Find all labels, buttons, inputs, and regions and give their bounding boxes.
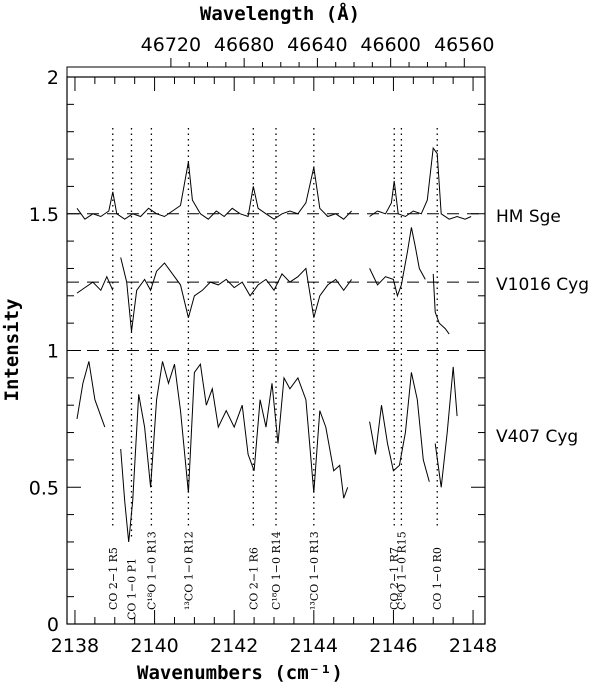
y-tick-label: 2 [47, 67, 59, 89]
y-tick-label: 1 [47, 341, 59, 363]
series-label: HM Sge [496, 207, 561, 227]
top-axis-title: Wavelength (Å) [200, 1, 360, 25]
line-marker-label: CO 2−1 R5 [107, 547, 120, 610]
line-marker-label: CO 1−0 R0 [431, 547, 444, 610]
x-tick-label: 2140 [130, 635, 178, 657]
axis-ticks [67, 58, 485, 625]
y-tick-label: 0.5 [29, 477, 59, 499]
y-tick-label: 1.5 [29, 204, 59, 226]
line-marker-label: CO 2−1 R6 [247, 547, 260, 610]
line-marker-label: ¹³CO 1−0 R12 [182, 531, 195, 610]
spectrum-line [76, 161, 352, 220]
spectrum-line [76, 275, 114, 294]
x-tick-label: 2146 [369, 635, 417, 657]
top-tick-label: 46720 [141, 34, 201, 56]
spectrum-line [120, 257, 353, 332]
x-axis-title: Wavenumbers (cm⁻¹) [137, 662, 343, 684]
spectrum-line [120, 361, 349, 543]
series-hm-sge [76, 146, 472, 220]
line-marker-label: ¹³CO 1−0 R13 [308, 531, 321, 610]
series-label: V1016 Cyg [496, 275, 589, 295]
line-marker-label: C¹⁸O 1−0 R14 [270, 531, 283, 610]
x-tick-label: 2148 [449, 635, 497, 657]
line-marker-label: CO 1−0 P1 [125, 558, 138, 620]
top-tick-label: 46560 [434, 34, 494, 56]
top-tick-label: 46600 [360, 34, 420, 56]
series-v1016-cyg [76, 227, 450, 335]
line-marker-label: C¹⁸O 1−0 R15 [395, 531, 408, 610]
x-tick-label: 2138 [51, 635, 99, 657]
spectrum-line [432, 273, 450, 335]
line-marker-label: CO 2−1 R7 [388, 547, 401, 610]
line-marker-label: C¹⁸O 1−0 R13 [145, 531, 158, 610]
top-tick-label: 46680 [214, 34, 274, 56]
top-axis-bar [66, 66, 486, 78]
series-label: V407 Cyg [496, 427, 578, 447]
spectra: HM Sge V1016 Cyg V407 Cyg [76, 146, 589, 543]
spectrum-line [76, 361, 106, 428]
spectrum-line [369, 372, 430, 482]
x-tick-label: 2142 [210, 635, 258, 657]
line-markers: CO 2−1 R5 CO 1−0 P1 C¹⁸O 1−0 R13 ¹³CO 1−0 R… [107, 128, 444, 620]
spectrum-line [369, 227, 426, 298]
y-tick-label: 0 [47, 614, 59, 636]
series-v407-cyg [76, 361, 458, 543]
spectrum-line [369, 146, 472, 220]
x-tick-label: 2144 [290, 635, 338, 657]
tick-labels: 2138 2140 2142 2144 2146 2148 0 0.5 1 1.5 2 46720 46… [29, 34, 497, 657]
spectrum-line [434, 366, 458, 488]
y-axis-title: Intensity [1, 299, 23, 402]
top-tick-label: 46640 [287, 34, 347, 56]
